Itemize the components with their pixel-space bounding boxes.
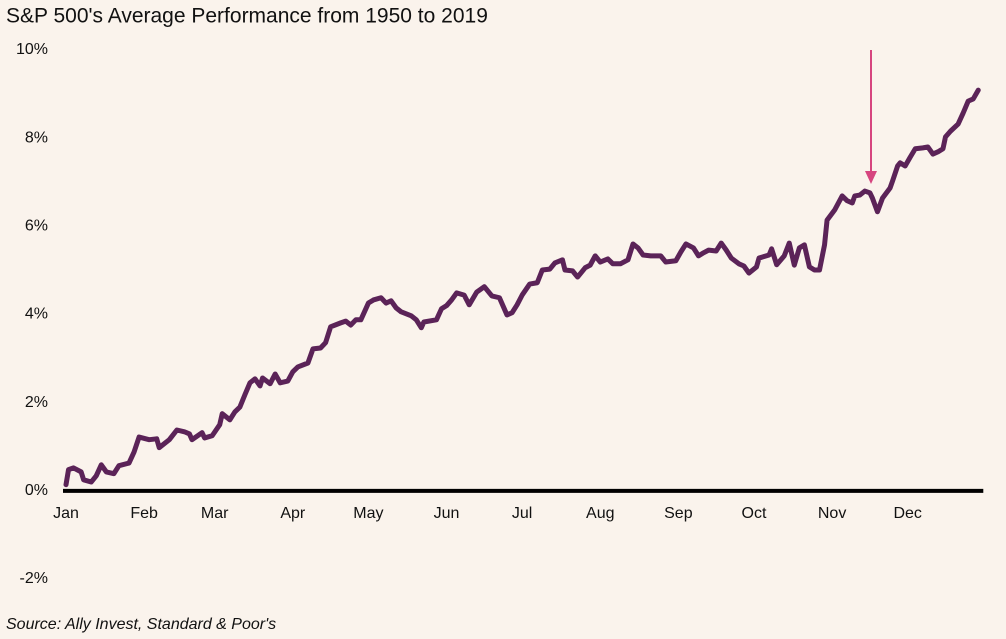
x-tick-label: Jun — [434, 505, 460, 522]
y-tick-label: 6% — [25, 218, 48, 235]
annotation-arrowhead — [865, 171, 877, 184]
data-line — [63, 87, 981, 488]
y-tick-label: -2% — [20, 570, 48, 587]
y-tick-label: 2% — [25, 394, 48, 411]
y-tick-label: 10% — [16, 41, 48, 58]
x-tick-label: May — [353, 505, 383, 522]
source-note: Source: Ally Invest, Standard & Poor's — [6, 616, 276, 633]
x-tick-label: Sep — [664, 505, 693, 522]
x-tick-label: Jul — [512, 505, 532, 522]
x-tick-label: Apr — [280, 505, 306, 522]
y-tick-label: 8% — [25, 129, 48, 146]
x-tick-label: Aug — [586, 505, 614, 522]
x-tick-label: Feb — [130, 505, 158, 522]
y-tick-label: 4% — [25, 306, 48, 323]
x-tick-label: Nov — [818, 505, 846, 522]
x-tick-label: Mar — [201, 505, 229, 522]
x-tick-label: Jan — [53, 505, 79, 522]
y-tick-label: 0% — [25, 482, 48, 499]
x-tick-label: Oct — [742, 505, 767, 522]
chart-title: S&P 500's Average Performance from 1950 … — [6, 5, 488, 28]
x-tick-label: Dec — [893, 505, 921, 522]
